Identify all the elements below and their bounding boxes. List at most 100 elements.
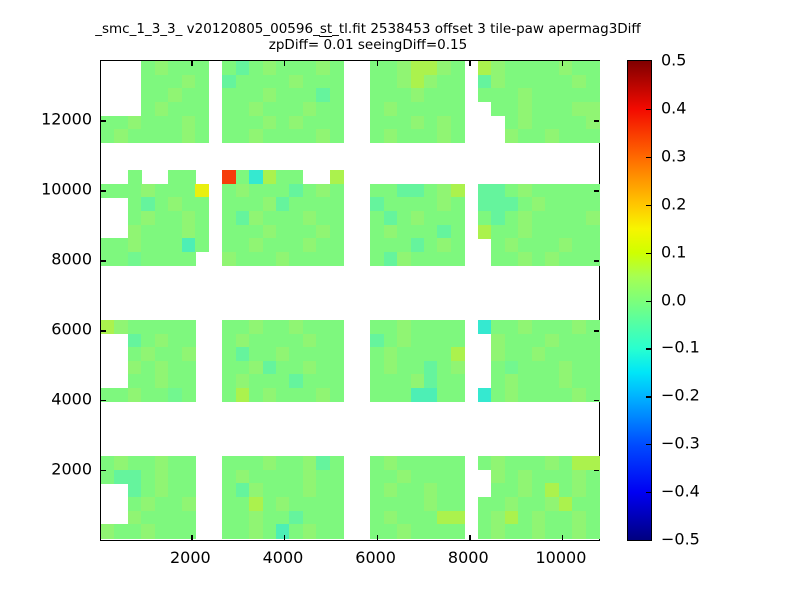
heatmap-cell [437,197,452,212]
heatmap-cell [477,497,492,512]
heatmap-cell [262,129,277,144]
heatmap-cell [235,347,250,362]
heatmap-cell [491,360,506,376]
heatmap-cell [262,251,277,267]
heatmap-cell [249,333,264,348]
heatmap-cell [302,319,317,335]
heatmap-cell [572,115,587,130]
heatmap-cell [477,88,492,103]
heatmap-cell [235,238,250,253]
heatmap-cell [154,524,169,539]
heatmap-cell [181,319,196,335]
heatmap-cell [235,88,250,103]
heatmap-cell [370,360,385,376]
heatmap-cell [572,101,587,117]
heatmap-cell [450,510,465,525]
heatmap-cell [195,101,210,117]
heatmap-cell [504,74,519,89]
heatmap-cell [168,374,183,389]
heatmap-cell [235,61,250,76]
heatmap-cell [329,74,344,89]
heatmap-cell [531,115,546,130]
heatmap-cell [329,115,344,130]
heatmap-cell [531,129,546,144]
heatmap-cell [545,360,560,376]
heatmap-cell [275,61,291,76]
heatmap-cell [222,183,237,198]
heatmap-cell [437,483,452,498]
heatmap-cell [383,333,398,348]
heatmap-cell [518,197,533,212]
colorbar-tick [646,108,651,111]
heatmap-cell [114,388,129,403]
heatmap-cell [235,524,250,539]
heatmap-cell [410,456,425,471]
heatmap-cell [450,360,465,376]
heatmap-cell [383,115,398,130]
heatmap-cell [491,333,506,348]
heatmap-cell [397,251,412,267]
heatmap-cell [249,238,264,253]
heatmap-cell [545,347,560,362]
heatmap-cell [424,115,439,130]
heatmap-cell [249,319,264,335]
heatmap-cell [397,197,412,212]
heatmap-cell [154,510,169,525]
heatmap-cell [572,374,587,389]
heatmap-cell [370,388,385,403]
heatmap-cell [585,469,600,485]
heatmap-cell [154,115,169,130]
heatmap-cell [424,88,439,103]
heatmap-cell [531,183,546,198]
heatmap-cell [545,101,560,117]
heatmap-cell [262,510,277,525]
heatmap-cell [518,388,533,403]
heatmap-cell [302,115,317,130]
colorbar-tick [646,252,651,254]
heatmap-cell [572,197,587,212]
heatmap-cell [545,88,560,103]
heatmap-cell [572,360,587,376]
heatmap-cell [181,251,196,267]
heatmap-cell [249,510,264,525]
heatmap-cell [181,469,196,485]
heatmap-cell [518,319,533,335]
heatmap-cell [397,510,412,525]
heatmap-cell [222,197,237,212]
heatmap-cell [168,483,183,498]
y-tick-left [101,400,106,402]
heatmap-cell [518,251,533,267]
heatmap-cell [262,319,277,335]
heatmap-cell [275,88,291,103]
heatmap-cell [518,101,533,117]
heatmap-cell [558,224,573,239]
heatmap-cell [437,524,452,539]
heatmap-cell [262,374,277,389]
heatmap-cell [585,319,600,335]
heatmap-cell [572,510,587,525]
heatmap-cell [222,524,237,539]
heatmap-cell [558,360,573,376]
colorbar-tick [646,300,651,302]
y-tick-label: 2000 [51,459,92,479]
heatmap-cell [477,74,492,89]
heatmap-cell [316,251,331,267]
heatmap-cell [572,469,587,485]
heatmap-cell [437,61,452,76]
heatmap-cell [410,360,425,376]
heatmap-cell [383,74,398,89]
heatmap-cell [289,74,304,89]
heatmap-cell [127,224,142,239]
heatmap-cell [222,319,237,335]
heatmap-cell [558,251,573,267]
heatmap-cell [504,210,519,226]
heatmap-cell [181,115,196,130]
heatmap-cell [262,360,277,376]
heatmap-cell [316,497,331,512]
heatmap-cell [585,333,600,348]
heatmap-cell [222,510,237,525]
heatmap-cell [504,224,519,239]
heatmap-cell [302,251,317,267]
heatmap-cell [491,497,506,512]
heatmap-cell [168,170,183,185]
